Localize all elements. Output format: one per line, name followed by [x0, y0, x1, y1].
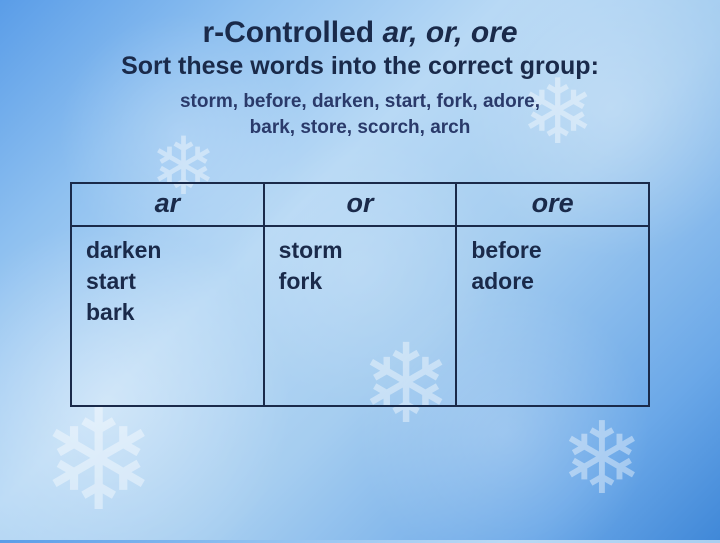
word: storm	[279, 235, 446, 266]
sort-table: ar or ore darken start bark storm fork b…	[70, 182, 650, 407]
slide-content: r-Controlled ar, or, ore Sort these word…	[0, 0, 720, 407]
sort-table-wrap: ar or ore darken start bark storm fork b…	[70, 182, 650, 407]
word: bark	[86, 297, 253, 328]
word-list: storm, before, darken, start, fork, ador…	[60, 89, 660, 140]
word: start	[86, 266, 253, 297]
slide-title: r-Controlled ar, or, ore	[60, 16, 660, 50]
word-list-line2: bark, store, scorch, arch	[60, 115, 660, 141]
col-header-ore: ore	[456, 183, 649, 226]
word: adore	[471, 266, 638, 297]
cell-ar: darken start bark	[71, 226, 264, 406]
cell-or: storm fork	[264, 226, 457, 406]
col-header-or: or	[264, 183, 457, 226]
word-list-line1: storm, before, darken, start, fork, ador…	[60, 89, 660, 115]
title-italic: ar, or, ore	[382, 16, 517, 49]
word: darken	[86, 235, 253, 266]
word: before	[471, 235, 638, 266]
word: fork	[279, 266, 446, 297]
title-prefix: r-Controlled	[202, 16, 382, 49]
table-header-row: ar or ore	[71, 183, 649, 226]
col-header-ar: ar	[71, 183, 264, 226]
cell-ore: before adore	[456, 226, 649, 406]
slide-subtitle: Sort these words into the correct group:	[60, 52, 660, 81]
table-body-row: darken start bark storm fork before ador…	[71, 226, 649, 406]
